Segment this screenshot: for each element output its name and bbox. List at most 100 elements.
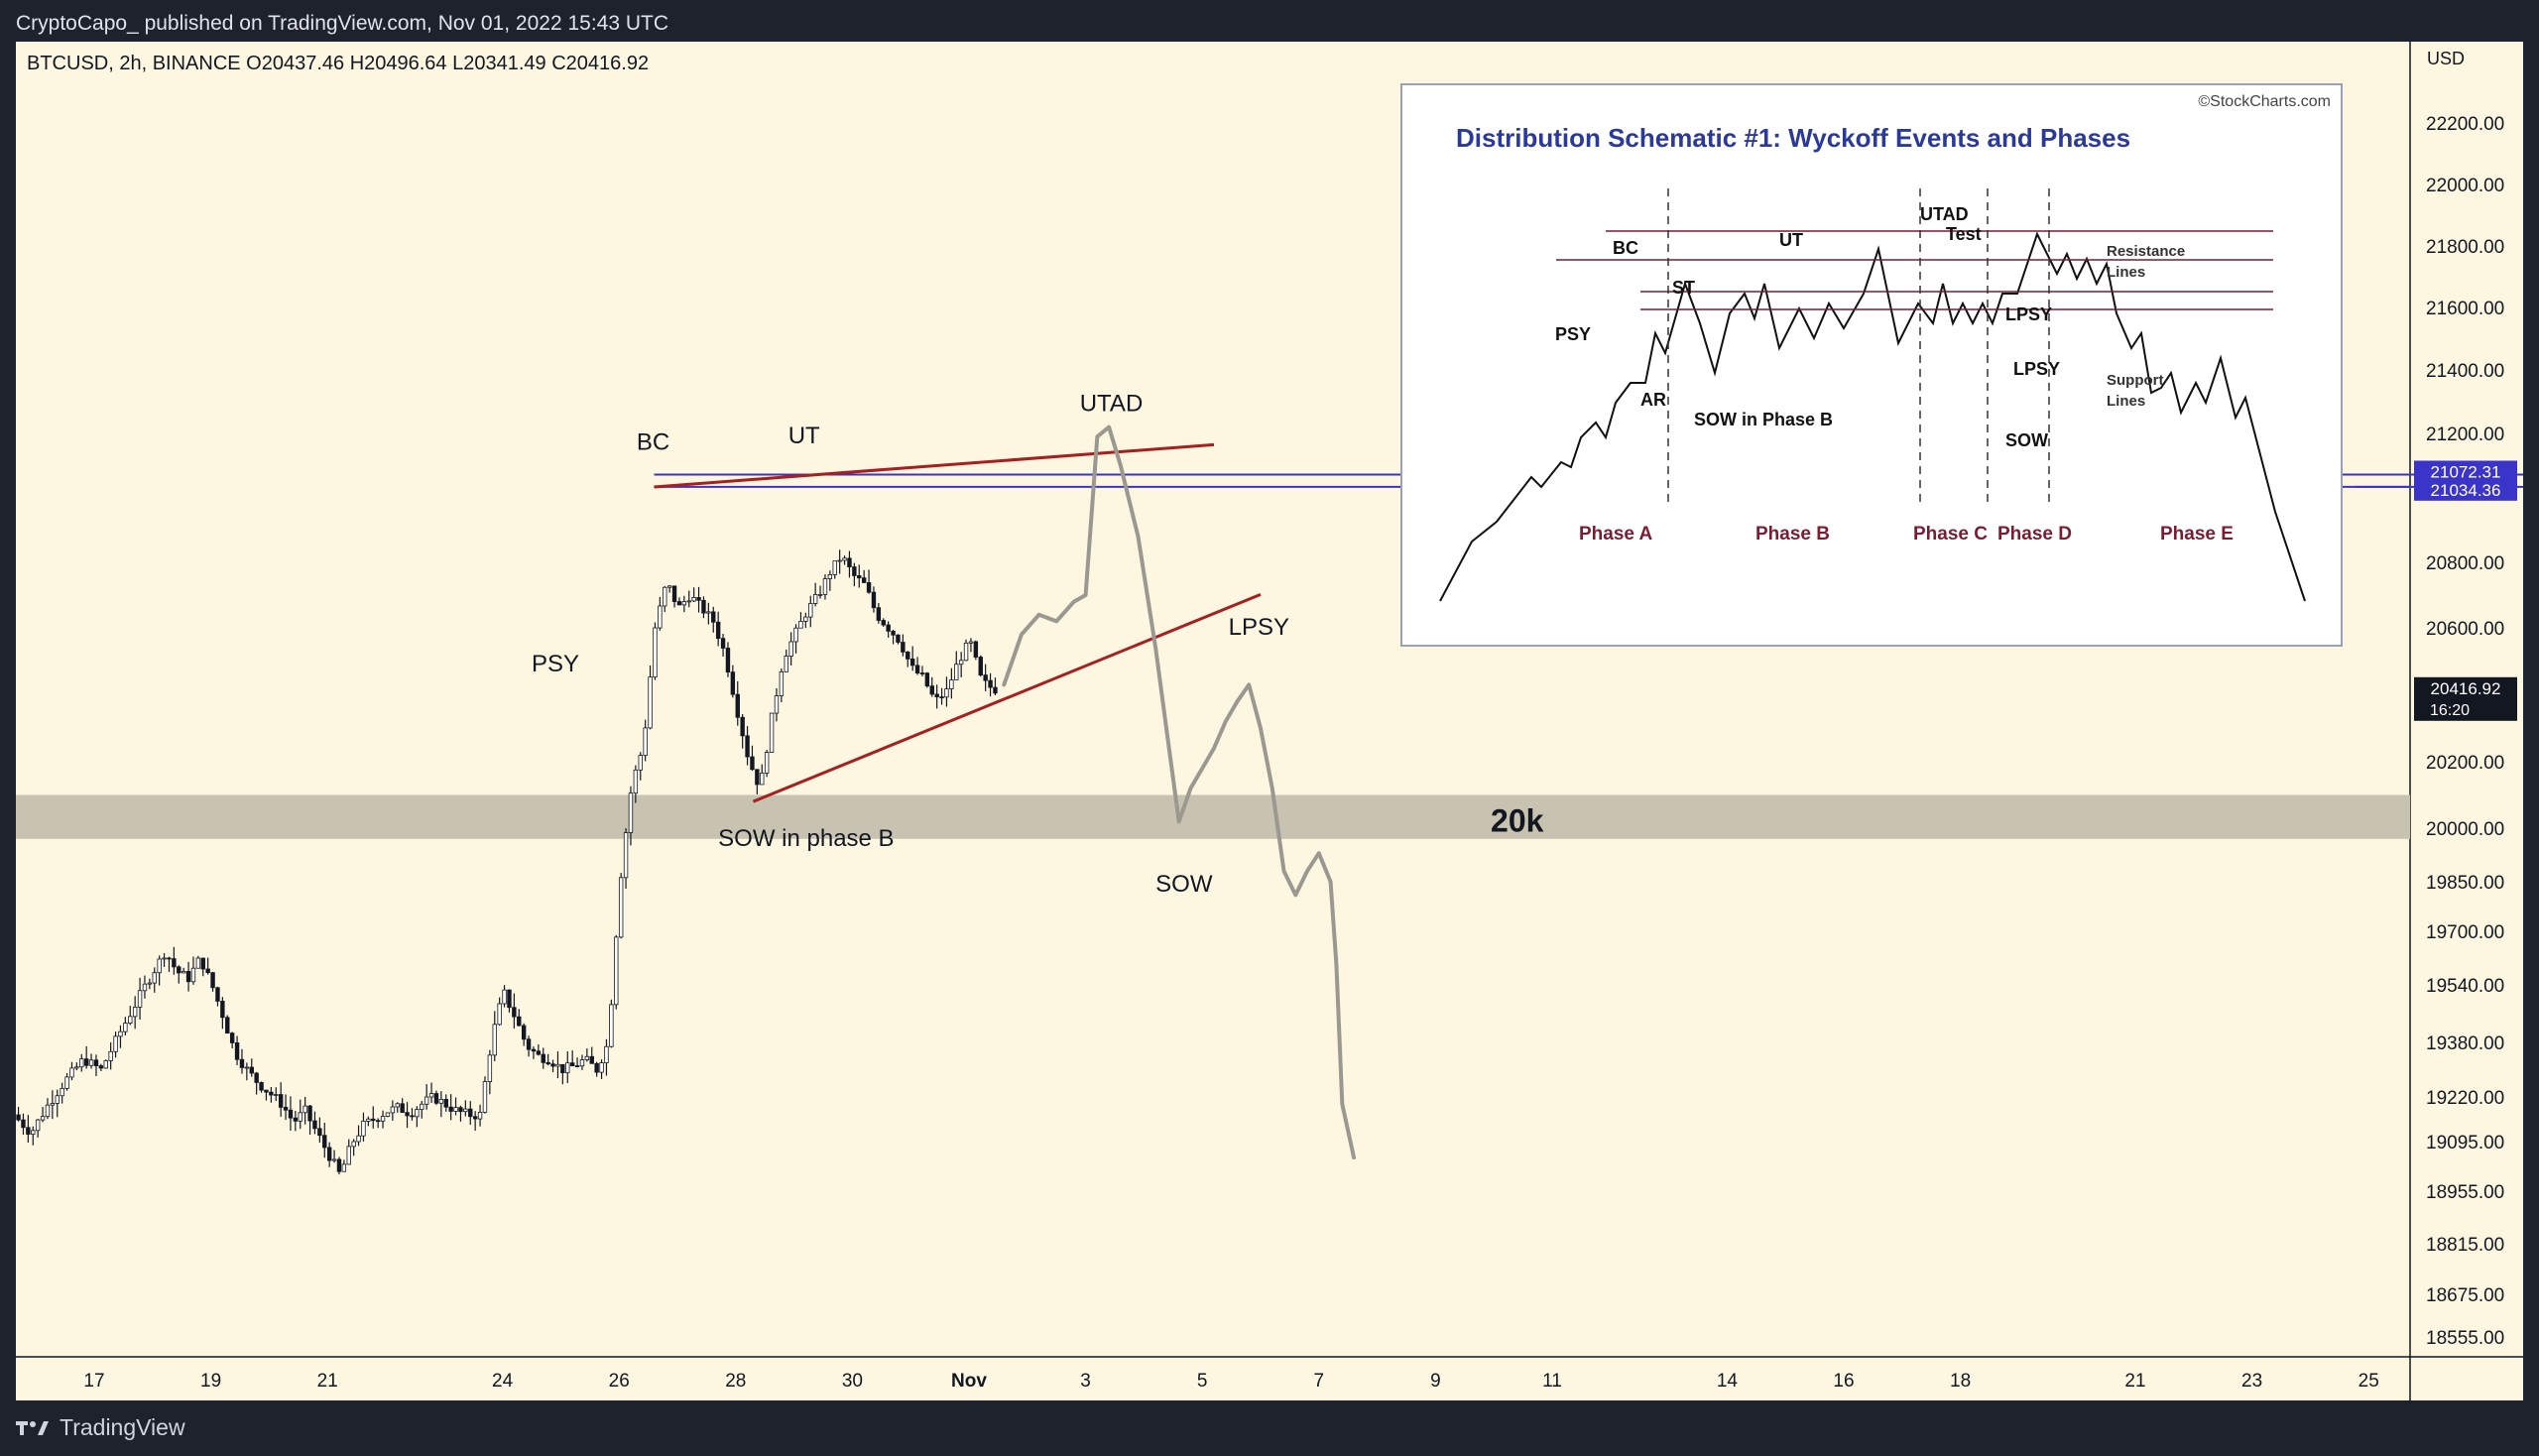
candle-up	[453, 1107, 458, 1112]
candle-down	[312, 1120, 317, 1130]
x-tick-label: 25	[2358, 1371, 2379, 1392]
candle-up	[706, 611, 711, 614]
candle-down	[526, 1038, 532, 1050]
candle-down	[906, 651, 910, 660]
candle-up	[79, 1058, 84, 1068]
candle-up	[565, 1062, 570, 1074]
inset-event-label: BC	[1613, 238, 1638, 258]
x-tick-label: 21	[2124, 1371, 2145, 1392]
candle-up	[395, 1103, 400, 1108]
candle-down	[720, 638, 726, 649]
candle-down	[220, 1001, 225, 1019]
candle-up	[492, 1024, 497, 1056]
candle-down	[909, 658, 915, 667]
inset-line-label: Lines	[2107, 264, 2145, 281]
candle-up	[497, 1003, 502, 1026]
annotation-label: BC	[637, 428, 669, 455]
inset-event-label: UTAD	[1920, 204, 1969, 224]
candle-up	[142, 983, 148, 992]
x-tick-label: 5	[1197, 1371, 1208, 1392]
zone-20k	[16, 794, 2410, 839]
inset-line-label: Resistance	[2107, 243, 2185, 260]
candle-up	[346, 1146, 351, 1165]
candle-down	[443, 1098, 448, 1108]
inset-event-label: UT	[1779, 230, 1803, 250]
candle-up	[162, 957, 167, 960]
x-tick-label: 3	[1080, 1371, 1091, 1392]
y-tick-label: 19540.00	[2426, 976, 2504, 997]
candle-up	[331, 1158, 337, 1161]
candle-up	[628, 792, 634, 833]
candle-down	[336, 1158, 342, 1172]
y-tick-label: 19095.00	[2426, 1133, 2504, 1153]
candle-up	[302, 1105, 307, 1114]
trendline	[654, 442, 1215, 489]
candle-down	[919, 672, 925, 674]
x-tick-label: 26	[609, 1371, 630, 1392]
candle-up	[420, 1103, 424, 1111]
candle-up	[954, 664, 959, 680]
candle-up	[88, 1059, 94, 1066]
inset-phase-label: Phase C	[1913, 524, 1988, 545]
candle-down	[715, 621, 721, 640]
candle-up	[774, 695, 780, 714]
annotation-label: SOW in phase B	[718, 825, 894, 852]
zone-label-20k: 20k	[1491, 803, 1544, 839]
candle-up	[658, 605, 663, 629]
candle-down	[405, 1112, 410, 1117]
candle-up	[147, 982, 153, 985]
inset-price-path	[1439, 231, 2306, 602]
candle-down	[172, 958, 177, 968]
x-tick-label: 14	[1717, 1371, 1739, 1392]
candle-up	[663, 586, 667, 607]
candle-up	[949, 679, 954, 689]
candle-down	[881, 620, 886, 626]
candle-down	[205, 968, 210, 974]
candle-down	[448, 1106, 453, 1112]
candle-up	[760, 772, 765, 786]
candle-down	[671, 585, 677, 602]
candle-down	[322, 1135, 327, 1149]
candle-up	[438, 1098, 444, 1104]
candle-down	[550, 1063, 555, 1067]
candle-up	[599, 1062, 604, 1073]
candle-down	[847, 557, 852, 567]
candle-down	[676, 601, 682, 606]
last-price-tag	[2414, 676, 2517, 721]
candle-down	[896, 634, 901, 643]
candle-down	[594, 1062, 599, 1073]
candle-up	[643, 727, 648, 757]
candle-up	[351, 1141, 356, 1148]
x-tick-label: 30	[842, 1371, 863, 1392]
candle-down	[254, 1072, 259, 1083]
price-axis-panel	[2410, 42, 2523, 1400]
candle-up	[113, 1035, 118, 1052]
candle-up	[769, 712, 775, 753]
candle-down	[472, 1116, 478, 1120]
candle-up	[808, 603, 813, 618]
candle-down	[521, 1025, 527, 1040]
candle-up	[633, 769, 639, 794]
candle-down	[468, 1108, 473, 1118]
candle-down	[293, 1117, 299, 1122]
candle-down	[200, 957, 205, 970]
candle-down	[569, 1062, 575, 1067]
candle-up	[361, 1120, 366, 1137]
last-price-label: 20416.92	[2431, 679, 2501, 698]
tradingview-label: TradingView	[60, 1414, 185, 1440]
candle-up	[837, 559, 842, 562]
axis-unit[interactable]: USD	[2427, 49, 2466, 68]
candle-up	[681, 601, 687, 606]
candle-up	[423, 1096, 429, 1105]
candle-up	[40, 1116, 46, 1121]
candle-down	[410, 1115, 415, 1118]
candle-down	[307, 1105, 312, 1122]
candle-down	[866, 582, 872, 593]
candle-down	[21, 1119, 26, 1129]
candle-up	[798, 621, 803, 629]
tradingview-logo[interactable]: TradingView	[16, 1414, 185, 1441]
inset-phase-label: Phase B	[1755, 524, 1830, 545]
candle-up	[968, 641, 974, 644]
